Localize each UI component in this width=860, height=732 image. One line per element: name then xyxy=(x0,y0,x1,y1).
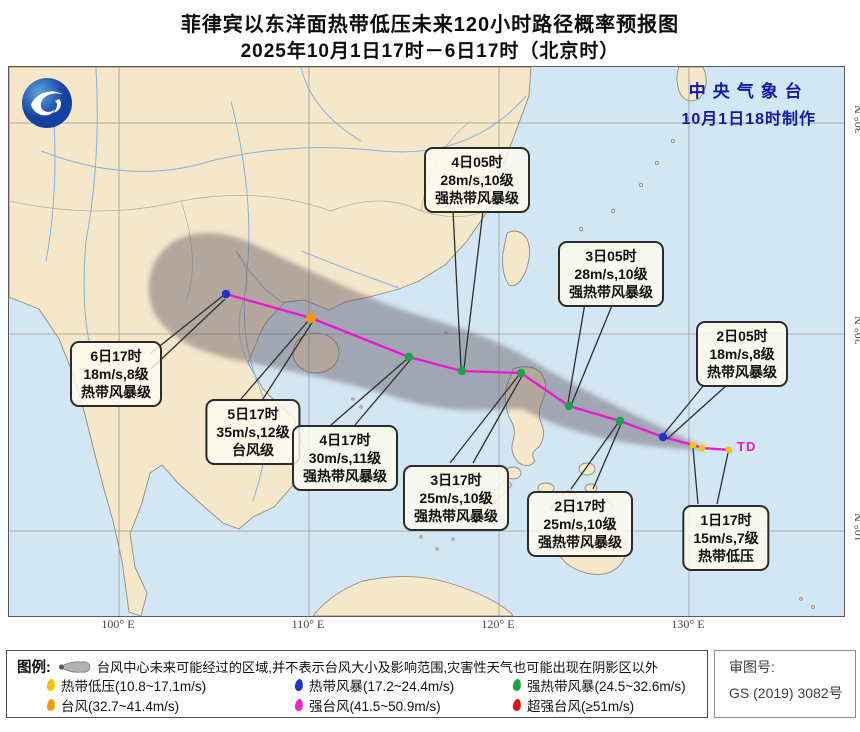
lon-label-110e: 110° E xyxy=(291,617,325,631)
page-subtitle: 2025年10月1日17时－6日17时（北京时） xyxy=(240,41,620,62)
agency-block: 中央气象台 10月1日18时制作 xyxy=(682,77,817,129)
callout-3d17: 3日17时 25m/s,10级 强热带风暴级 xyxy=(403,465,509,531)
legend-item-label: 热带低压(10.8~17.1m/s) xyxy=(61,679,207,694)
callout-4d05: 4日05时 28m/s,10级 强热带风暴级 xyxy=(424,147,530,213)
lon-label-100e: 100° E xyxy=(101,617,135,631)
td-marker-icon xyxy=(46,678,56,692)
callout-1d17: 1日17时 15m/s,7级 热带低压 xyxy=(682,505,770,571)
legend-item-sts: 强热带风暴(24.5~32.6m/s) xyxy=(512,675,686,695)
track-point-td xyxy=(725,446,733,454)
lon-label-120e: 120° E xyxy=(481,617,515,631)
legend: 图例: 台风中心未来可能经过的区域,并不表示台风大小及影响范围,灾害性天气也可能… xyxy=(6,650,708,718)
approval-number: GS (2019) 3082号 xyxy=(729,685,843,701)
cone-icon xyxy=(58,660,91,673)
callout-2d17: 2日17时 25m/s,10级 强热带风暴级 xyxy=(527,491,633,557)
legend-item-sty: 强台风(41.5~50.9m/s) xyxy=(294,695,441,715)
legend-items: 热带低压(10.8~17.1m/s) 热带风暴(17.2~24.4m/s) 强热带风… xyxy=(7,651,707,717)
agency-name: 中央气象台 xyxy=(688,82,809,101)
callout-4d17: 4日17时 30m/s,11级 强热带风暴级 xyxy=(292,425,398,491)
track-point-sts xyxy=(615,416,625,426)
lat-label-30n: 30° N xyxy=(851,105,860,134)
super-marker-icon xyxy=(512,698,522,712)
probability-cone xyxy=(148,232,704,450)
legend-item-label: 超强台风(≥51m/s) xyxy=(527,699,635,714)
lat-label-20n: 20° N xyxy=(851,316,860,345)
agency-issue-time: 10月1日18时制作 xyxy=(681,111,816,128)
ty-marker-icon xyxy=(46,698,56,712)
sts-marker-icon xyxy=(512,678,522,692)
legend-heading: 图例: xyxy=(17,660,51,676)
track-point-ts xyxy=(221,289,231,299)
legend-item-super: 超强台风(≥51m/s) xyxy=(512,695,635,715)
legend-cone-note: 台风中心未来可能经过的区域,并不表示台风大小及影响范围,灾害性天气也可能出现在阴… xyxy=(96,660,659,675)
legend-cone-row: 图例: 台风中心未来可能经过的区域,并不表示台风大小及影响范围,灾害性天气也可能… xyxy=(17,656,658,677)
cma-logo-icon xyxy=(22,78,72,128)
legend-item-ts: 热带风暴(17.2~24.4m/s) xyxy=(294,675,455,695)
callout-2d05: 2日05时 18m/s,8级 热带风暴级 xyxy=(696,321,788,387)
land-asia-mainland xyxy=(9,67,532,616)
legend-item-td: 热带低压(10.8~17.1m/s) xyxy=(46,675,207,695)
callout-3d05: 3日05时 28m/s,10级 强热带风暴级 xyxy=(558,241,664,307)
legend-item-label: 热带风暴(17.2~24.4m/s) xyxy=(309,679,455,694)
callout-leader-lines xyxy=(150,210,729,505)
callout-5d17: 5日17时 35m/s,12级 台风级 xyxy=(205,399,301,465)
approval-label: 审图号: xyxy=(729,659,775,675)
approval-box: 审图号: GS (2019) 3082号 xyxy=(714,650,856,718)
callout-6d17: 6日17时 18m/s,8级 热带风暴级 xyxy=(70,341,162,407)
lat-label-10n: 10° N xyxy=(851,513,860,542)
legend-item-label: 强台风(41.5~50.9m/s) xyxy=(309,699,441,714)
track-points xyxy=(221,289,733,454)
current-position-label: TD xyxy=(737,439,757,454)
lon-label-130e: 130° E xyxy=(671,617,705,631)
legend-item-ty: 台风(32.7~41.4m/s) xyxy=(46,695,180,715)
page-title: 菲律宾以东洋面热带低压未来120小时路径概率预报图 xyxy=(180,14,680,36)
track-point-ty xyxy=(306,313,316,323)
track-point-sts xyxy=(404,352,414,362)
island-taiwan xyxy=(502,230,530,287)
track-point-sts xyxy=(457,366,467,376)
track-point-ts xyxy=(658,432,668,442)
ts-marker-icon xyxy=(294,678,304,692)
track-point-sts xyxy=(564,401,574,411)
track-point-sts xyxy=(516,368,526,378)
legend-item-label: 强热带风暴(24.5~32.6m/s) xyxy=(527,679,686,694)
map-canvas xyxy=(9,67,844,616)
typhoon-track-map: 中央气象台 10月1日18时制作 TD 6日17时 18m/s,8级 热带风暴级… xyxy=(8,66,845,617)
legend-item-label: 台风(32.7~41.4m/s) xyxy=(61,699,180,714)
island-borneo xyxy=(312,576,514,616)
sty-marker-icon xyxy=(294,698,304,712)
track-point-td xyxy=(698,444,706,452)
track-point-td xyxy=(689,441,697,449)
island-kyushu xyxy=(676,67,707,102)
